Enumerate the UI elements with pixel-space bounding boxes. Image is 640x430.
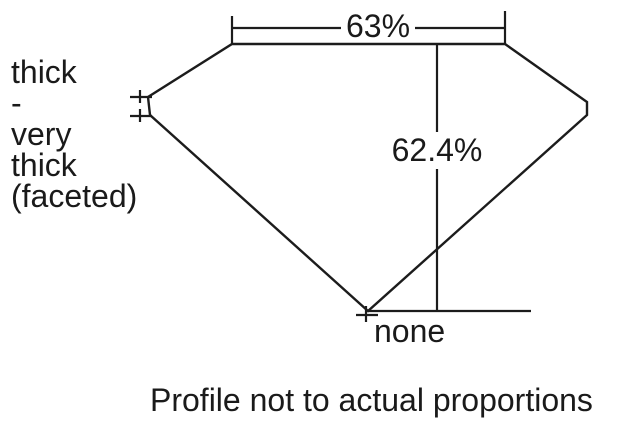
caption: Profile not to actual proportions (150, 382, 593, 418)
diamond-outline (146, 42, 589, 313)
culet-label: none (374, 313, 446, 349)
depth-percentage-label: 62.4% (391, 132, 483, 168)
table-percentage-label: 63% (345, 8, 411, 44)
girdle-thickness-label: thick - very thick (faceted) (11, 54, 138, 214)
